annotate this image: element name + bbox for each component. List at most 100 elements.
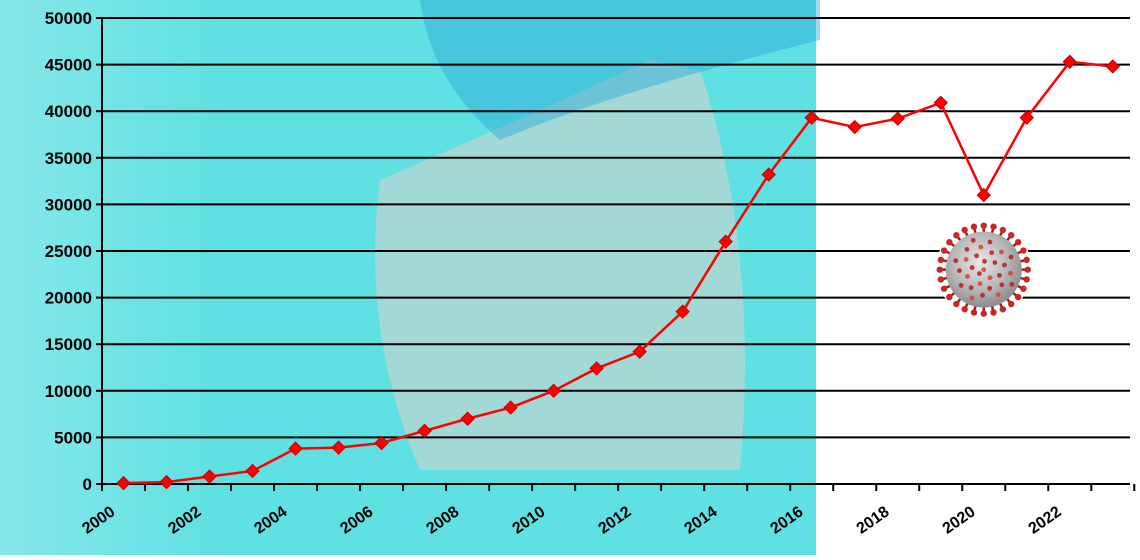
y-tick-label: 45000 xyxy=(45,56,92,75)
coronavirus-spike-tip xyxy=(1020,247,1027,254)
coronavirus-surface-dot xyxy=(1009,282,1015,287)
coronavirus-surface-dot xyxy=(968,285,974,291)
coronavirus-surface-dot xyxy=(974,253,979,259)
data-point xyxy=(546,383,561,399)
coronavirus-spike-tip xyxy=(1007,232,1015,239)
axes xyxy=(96,17,1136,491)
data-point xyxy=(1062,54,1077,70)
coronavirus-surface-dot xyxy=(969,295,975,301)
coronavirus-spike-tip xyxy=(961,226,968,234)
y-tick-label: 5000 xyxy=(54,428,92,447)
coronavirus-spike-tip xyxy=(946,239,953,246)
coronavirus-surface-dot xyxy=(957,268,962,274)
data-point xyxy=(976,187,991,203)
coronavirus-spike-tip xyxy=(990,309,997,316)
y-tick-label: 30000 xyxy=(45,195,92,214)
y-tick-labels: 0 5000 10000 15000 20000 25000 30000 35000 40000… xyxy=(45,9,92,494)
coronavirus-spike-tip xyxy=(937,276,945,283)
data-point xyxy=(159,474,174,490)
data-point xyxy=(503,400,518,415)
data-point xyxy=(417,423,432,439)
data-point xyxy=(589,361,604,376)
coronavirus-spike-tip xyxy=(970,309,978,316)
y-tick-label: 25000 xyxy=(45,242,92,261)
data-point xyxy=(116,475,131,491)
coronavirus-spike-tip xyxy=(999,306,1007,313)
coronavirus-spike-tip xyxy=(937,256,945,264)
coronavirus-surface-dot xyxy=(995,292,1001,298)
coronavirus-surface-dot xyxy=(958,283,964,288)
data-point xyxy=(1105,59,1121,74)
annotation-layer xyxy=(935,221,1032,318)
coronavirus-surface-dot xyxy=(977,281,983,286)
coronavirus-surface-dot xyxy=(989,250,995,256)
data-point xyxy=(890,111,905,126)
coronavirus-icon xyxy=(935,221,1032,318)
coronavirus-spike-tip xyxy=(953,300,960,308)
coronavirus-spike-tip xyxy=(990,223,997,230)
data-point xyxy=(933,95,948,111)
background-pattern-shape xyxy=(375,60,745,470)
data-point xyxy=(202,469,217,484)
coronavirus-spike-tip xyxy=(1023,256,1030,264)
coronavirus-surface-dot xyxy=(953,258,959,264)
coronavirus-spike-tip xyxy=(961,306,968,313)
data-point xyxy=(460,411,475,426)
data-point xyxy=(675,304,690,319)
coronavirus-spike-tip xyxy=(970,223,978,230)
coronavirus-spike-tip xyxy=(1014,239,1022,246)
coronavirus-surface-dot xyxy=(980,292,985,298)
coronavirus-surface-dot xyxy=(982,258,987,264)
coronavirus-spike-tip xyxy=(940,247,948,254)
data-point xyxy=(847,119,862,135)
coronavirus-surface-dot xyxy=(1008,270,1013,276)
data-point xyxy=(288,441,303,456)
coronavirus-spike-tip xyxy=(999,226,1007,234)
coronavirus-surface-dot xyxy=(999,249,1004,255)
y-tick-label: 20000 xyxy=(45,289,92,308)
data-point xyxy=(374,435,389,451)
data-point xyxy=(761,167,776,182)
coronavirus-spike-tip xyxy=(946,293,953,301)
coronavirus-surface-dot xyxy=(963,256,969,262)
coronavirus-surface-dot xyxy=(992,260,998,265)
coronavirus-surface-dot xyxy=(1002,262,1007,268)
background-band-shape xyxy=(420,0,820,140)
data-point xyxy=(331,440,346,455)
coronavirus-surface-dot xyxy=(997,272,1002,278)
coronavirus-surface-dot xyxy=(969,265,975,270)
coronavirus-surface-dot xyxy=(964,246,970,252)
coronavirus-spike-tip xyxy=(936,266,943,273)
coronavirus-surface-dot xyxy=(999,282,1005,288)
coronavirus-spike-tip xyxy=(1020,285,1027,292)
data-point xyxy=(1019,110,1034,125)
coronavirus-spike-tip xyxy=(953,232,960,239)
data-point xyxy=(632,344,647,359)
coronavirus-spike-tip xyxy=(1014,293,1022,301)
data-point xyxy=(804,110,819,125)
coronavirus-surface-dot xyxy=(978,244,984,250)
coronavirus-surface-dot xyxy=(977,271,982,277)
y-tick-label: 50000 xyxy=(45,9,92,28)
coronavirus-surface-dot xyxy=(970,237,976,243)
coronavirus-surface-dot xyxy=(1008,254,1014,260)
coronavirus-surface-dot xyxy=(965,273,970,279)
series-layer xyxy=(116,54,1121,491)
coronavirus-spike-tip xyxy=(980,222,987,229)
coronavirus-surface-dot xyxy=(987,239,993,245)
coronavirus-spike-tip xyxy=(1023,276,1030,283)
y-tick-label: 15000 xyxy=(45,335,92,354)
y-tick-label: 10000 xyxy=(45,382,92,401)
coronavirus-spike-tip xyxy=(980,310,987,317)
coronavirus-spike-tip xyxy=(1024,266,1031,273)
y-tick-label: 35000 xyxy=(45,149,92,168)
coronavirus-surface-dot xyxy=(981,267,987,273)
coronavirus-spike-tip xyxy=(940,285,948,292)
background-fade xyxy=(0,0,220,555)
coronavirus-surface-dot xyxy=(987,275,993,281)
coronavirus-spike-tip xyxy=(1007,300,1015,308)
y-tick-label: 0 xyxy=(83,475,92,494)
coronavirus-surface-dot xyxy=(987,285,993,291)
